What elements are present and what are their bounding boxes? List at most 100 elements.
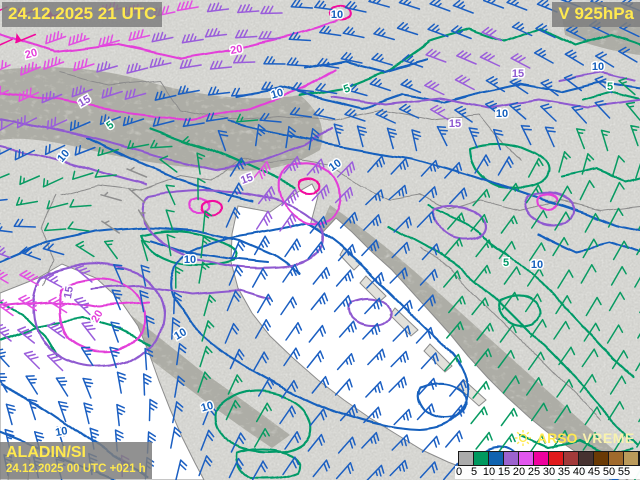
isotach-15 xyxy=(524,191,575,226)
wind-barb xyxy=(19,175,41,186)
apennines-ridge xyxy=(92,295,290,448)
wind-barb xyxy=(398,103,420,119)
wind-barb xyxy=(581,153,595,175)
contour-label: 15 xyxy=(239,171,255,186)
isotach-5 xyxy=(148,126,297,190)
model-run-info: 24.12.2025 00 UTC +021 h xyxy=(6,462,146,475)
wind-barb xyxy=(582,238,599,259)
wind-barb xyxy=(456,50,477,65)
legend-tick: 45 xyxy=(587,466,601,478)
wind-barb xyxy=(528,435,546,454)
wind-barb xyxy=(253,428,270,448)
wind-barb xyxy=(74,144,96,156)
wind-barb xyxy=(452,0,474,14)
field-box: V 925hPa xyxy=(552,2,640,27)
wind-barb xyxy=(100,191,122,202)
wind-barb xyxy=(291,82,315,93)
field-text: V 925hPa xyxy=(558,4,634,23)
wind-barb xyxy=(536,0,558,13)
wind-barb xyxy=(607,207,624,228)
wind-barb xyxy=(171,317,181,340)
wind-barb xyxy=(530,402,548,422)
wind-barb xyxy=(57,400,69,423)
island xyxy=(389,307,419,337)
wind-barb xyxy=(418,186,438,203)
wind-barb xyxy=(361,431,380,449)
wind-barb xyxy=(339,211,358,229)
wind-barb xyxy=(492,128,504,151)
wind-barb xyxy=(393,408,412,426)
wind-barb xyxy=(255,402,272,423)
wind-barb xyxy=(594,75,613,94)
wind-barb xyxy=(48,296,68,314)
wind-barb xyxy=(484,100,504,118)
legend-tick: 15 xyxy=(497,466,511,478)
wind-barb xyxy=(391,241,410,259)
wind-barb xyxy=(18,87,40,102)
wind-barb xyxy=(170,426,182,449)
legend-swatch xyxy=(459,452,473,465)
wind-barb xyxy=(336,161,356,178)
wind-barb xyxy=(315,82,338,95)
wind-barb xyxy=(14,149,36,161)
wind-barb xyxy=(447,404,465,423)
wind-barb xyxy=(258,30,281,40)
wind-barb xyxy=(312,266,331,285)
wind-barb xyxy=(337,243,356,262)
wind-barb xyxy=(228,264,244,286)
wind-speed-legend: 0 5 10 15 20 25 30 35 40 45 50 55 xyxy=(455,451,640,479)
wind-barb xyxy=(286,57,310,67)
wind-barb xyxy=(0,120,14,131)
wind-barb xyxy=(472,188,491,207)
wind-barb xyxy=(19,246,42,261)
wind-barb xyxy=(552,430,570,449)
wind-barb xyxy=(230,87,254,97)
wind-barb xyxy=(101,220,120,234)
wind-barb xyxy=(420,159,439,177)
wind-barb xyxy=(198,261,210,284)
wind-barb xyxy=(285,322,303,341)
wind-barb xyxy=(386,127,398,150)
wind-barb xyxy=(418,377,437,395)
wind-barb xyxy=(635,362,640,372)
contour-label: 10 xyxy=(331,9,343,21)
wind-barb xyxy=(420,352,439,370)
wind-barb xyxy=(312,459,331,478)
wind-barb xyxy=(306,158,325,176)
wind-barb xyxy=(471,297,489,316)
wind-barb xyxy=(427,23,449,38)
wind-barb xyxy=(127,140,150,150)
isotach-15 xyxy=(0,116,334,172)
wind-barb xyxy=(0,324,12,342)
wind-barb xyxy=(335,462,354,480)
wind-barb xyxy=(583,322,601,342)
wind-barb xyxy=(75,265,93,283)
wind-barb xyxy=(259,112,282,123)
contour-label: 15 xyxy=(512,68,524,80)
wind-barb xyxy=(310,292,329,311)
wind-barb xyxy=(122,115,145,127)
wind-barb xyxy=(263,56,286,65)
wind-barb xyxy=(445,237,463,256)
wind-barb xyxy=(498,240,516,260)
wind-barb xyxy=(411,129,422,152)
wind-barb xyxy=(579,373,597,393)
wind-barb xyxy=(256,293,274,314)
wind-barb xyxy=(72,170,94,180)
wind-barb xyxy=(600,129,611,152)
wind-barb xyxy=(154,90,177,101)
isotach-10 xyxy=(84,136,254,202)
wind-barb xyxy=(444,161,463,179)
border-at-hu xyxy=(479,114,521,161)
wind-barb xyxy=(41,90,63,104)
wind-barb xyxy=(202,210,213,233)
isotach-5 xyxy=(298,26,640,98)
wind-barb xyxy=(199,345,213,368)
legend-swatch xyxy=(474,452,488,465)
wind-barb xyxy=(0,348,10,368)
wind-barb xyxy=(15,196,39,206)
wind-barb xyxy=(42,272,63,288)
valid-time-text: 24.12.2025 21 UTC xyxy=(8,4,157,23)
